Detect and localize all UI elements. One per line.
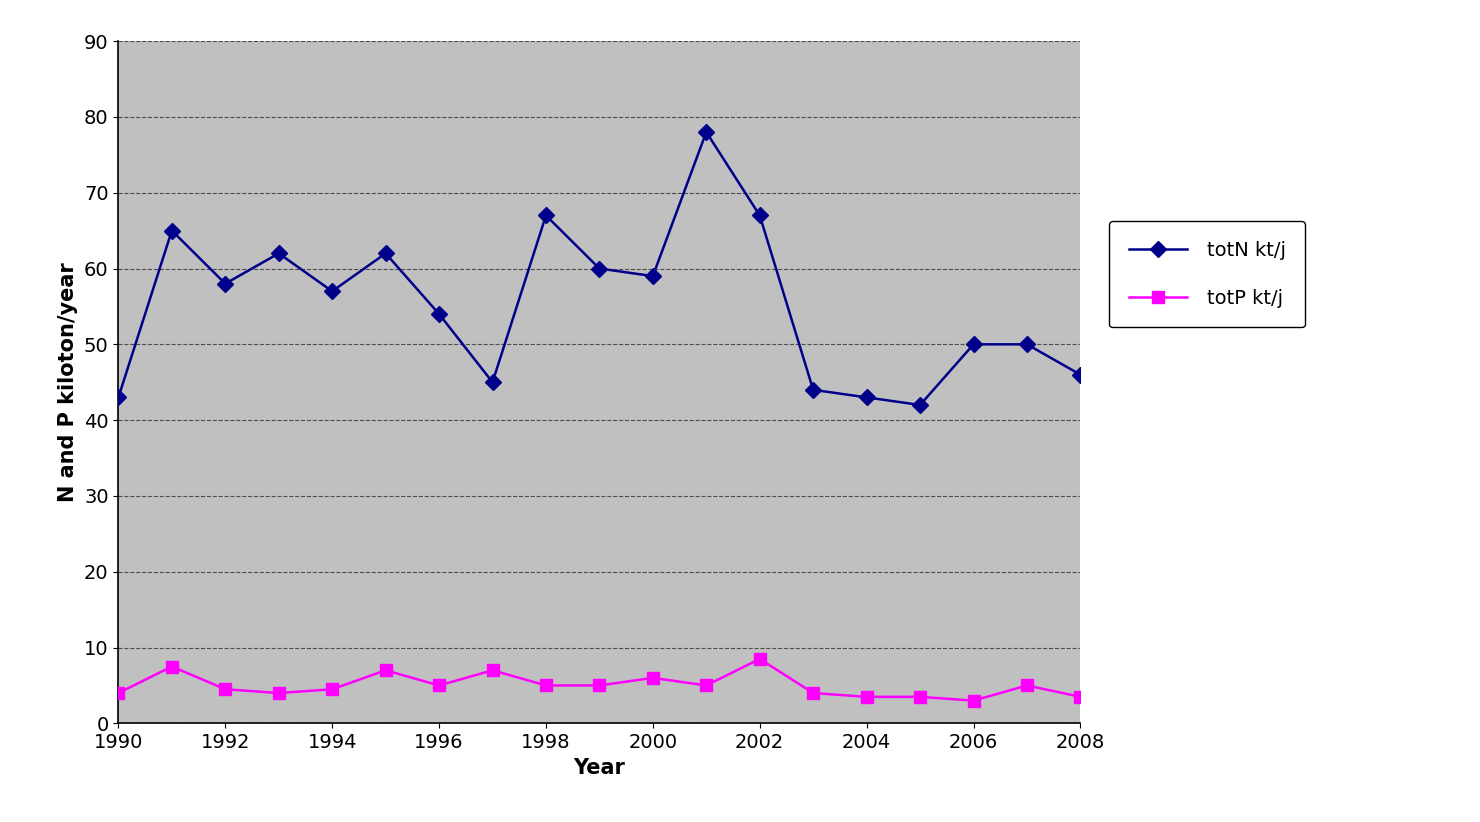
totP kt/j: [377, 665, 395, 675]
totN kt/j: [431, 309, 448, 319]
totP kt/j: [697, 681, 715, 690]
totP kt/j: [269, 688, 287, 698]
totP kt/j: [591, 681, 608, 690]
totN kt/j: [163, 226, 181, 236]
totP kt/j: [965, 695, 983, 705]
totN kt/j: [484, 377, 502, 387]
totP kt/j: [804, 688, 821, 698]
totN kt/j: [591, 264, 608, 274]
Legend: totN kt/j, totP kt/j: totN kt/j, totP kt/j: [1110, 221, 1305, 327]
totP kt/j: [216, 684, 234, 694]
totN kt/j: [697, 127, 715, 137]
X-axis label: Year: Year: [573, 758, 626, 778]
Y-axis label: N and P kiloton/year: N and P kiloton/year: [58, 262, 78, 502]
totP kt/j: [750, 654, 768, 664]
totP kt/j: [110, 688, 127, 698]
totP kt/j: [644, 673, 662, 683]
totN kt/j: [216, 279, 234, 289]
totN kt/j: [1018, 339, 1036, 349]
totN kt/j: [750, 210, 768, 220]
totP kt/j: [912, 692, 929, 702]
totP kt/j: [323, 684, 340, 694]
totP kt/j: [484, 665, 502, 675]
totP kt/j: [431, 681, 448, 690]
totN kt/j: [377, 248, 395, 258]
totP kt/j: [858, 692, 876, 702]
totN kt/j: [644, 271, 662, 281]
totN kt/j: [323, 286, 340, 296]
totP kt/j: [163, 662, 181, 672]
totP kt/j: [1072, 692, 1089, 702]
totP kt/j: [537, 681, 555, 690]
totN kt/j: [1072, 370, 1089, 380]
totN kt/j: [912, 400, 929, 410]
Line: totN kt/j: totN kt/j: [112, 127, 1086, 410]
totN kt/j: [537, 210, 555, 220]
totN kt/j: [110, 392, 127, 402]
totP kt/j: [1018, 681, 1036, 690]
Line: totP kt/j: totP kt/j: [112, 653, 1086, 706]
totN kt/j: [965, 339, 983, 349]
totN kt/j: [858, 392, 876, 402]
totN kt/j: [269, 248, 287, 258]
totN kt/j: [804, 385, 821, 395]
